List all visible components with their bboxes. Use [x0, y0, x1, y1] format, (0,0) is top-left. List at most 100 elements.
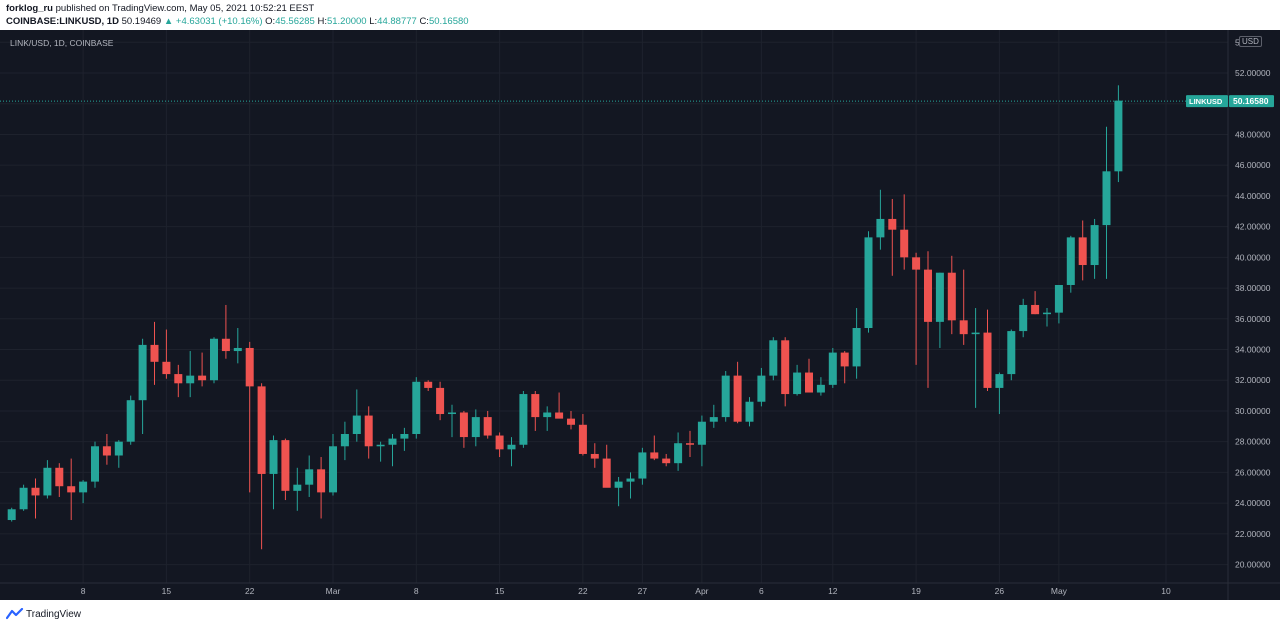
candle-body — [126, 400, 135, 442]
candle-body — [709, 417, 718, 422]
candle-body — [1114, 100, 1123, 172]
high-label: H: — [317, 16, 327, 27]
candle-body — [638, 452, 647, 479]
candle-body — [1102, 171, 1111, 226]
candle-body — [697, 421, 706, 445]
candle-body — [852, 328, 861, 367]
candle-body — [400, 433, 409, 439]
candle-body — [733, 375, 742, 422]
candle-body — [305, 469, 314, 485]
x-tick-label: 15 — [162, 586, 172, 596]
candle-body — [1031, 304, 1040, 315]
candle-body — [876, 218, 885, 238]
candle-body — [912, 257, 921, 270]
y-tick-label: 20.00000 — [1235, 560, 1271, 570]
chart-area[interactable]: 20.00000 22.00000 24.00000 26.00000 28.00000… — [0, 30, 1280, 600]
candle-body — [721, 375, 730, 418]
last-price-symbol-tag — [1186, 95, 1228, 108]
x-tick-label: 27 — [638, 586, 648, 596]
candle-body — [745, 401, 754, 422]
candle-body — [471, 417, 480, 438]
close-value: 50.16580 — [428, 16, 469, 27]
candle-body — [543, 412, 552, 418]
chart-legend: LINK/USD, 1D, COINBASE — [10, 38, 114, 48]
candle-body — [174, 374, 183, 384]
candle-body — [424, 381, 433, 388]
y-tick-label: 44.00000 — [1235, 191, 1271, 201]
candle-body — [1019, 304, 1028, 332]
y-tick-label: 32.00000 — [1235, 375, 1271, 385]
candle-body — [340, 433, 349, 447]
candle-body — [650, 452, 659, 459]
x-tick-label: 22 — [578, 586, 588, 596]
candle-body — [614, 481, 623, 488]
y-tick-label: 26.00000 — [1235, 467, 1271, 477]
candle-body — [828, 352, 837, 385]
candle-body — [602, 458, 611, 488]
candle-body — [793, 372, 802, 395]
candle-body — [531, 394, 540, 418]
close-label: C: — [419, 16, 429, 27]
candle-body — [245, 347, 254, 387]
candlestick-chart[interactable]: 20.00000 22.00000 24.00000 26.00000 28.00000… — [0, 30, 1280, 600]
tradingview-logo-icon[interactable] — [6, 608, 24, 620]
footer: TradingView — [0, 600, 1280, 628]
candle-body — [888, 218, 897, 230]
candle-body — [555, 412, 564, 419]
x-tick-label: 8 — [81, 586, 86, 596]
candle-body — [626, 478, 635, 482]
candle-body — [91, 446, 99, 482]
candle-body — [364, 415, 373, 447]
x-tick-label: Apr — [695, 586, 708, 596]
candle-body — [7, 509, 16, 521]
author-name[interactable]: forklog_ru — [6, 3, 53, 14]
candle-body — [459, 412, 468, 438]
y-tick-label: 46.00000 — [1235, 160, 1271, 170]
x-tick-label: 15 — [495, 586, 505, 596]
x-tick-label: 26 — [995, 586, 1005, 596]
y-tick-label: 24.00000 — [1235, 498, 1271, 508]
currency-tag[interactable]: USD — [1239, 36, 1262, 47]
candle-body — [19, 487, 28, 510]
y-tick-label: 38.00000 — [1235, 283, 1271, 293]
candle-body — [959, 320, 968, 335]
candle-body — [186, 375, 195, 384]
publish-info: published on TradingView.com, May 05, 20… — [55, 3, 315, 14]
candle-body — [686, 443, 694, 445]
candle-body — [281, 440, 290, 491]
ohlc-line: COINBASE:LINKUSD, 1D 50.19469 ▲ +4.63031… — [6, 16, 469, 27]
symbol-label: COINBASE:LINKUSD, 1D — [6, 16, 119, 27]
candle-body — [198, 375, 207, 381]
candle-body — [1090, 225, 1099, 266]
last-price-symbol: LINKUSD — [1189, 97, 1223, 106]
publish-header: forklog_ru published on TradingView.com,… — [0, 0, 1280, 30]
candle-body — [448, 412, 456, 415]
candle-body — [210, 338, 218, 381]
candle-body — [781, 340, 790, 395]
x-tick-label: 10 — [1161, 586, 1171, 596]
candle-body — [1054, 284, 1063, 313]
candle-body — [971, 332, 980, 335]
candle-body — [55, 467, 64, 487]
candle-body — [31, 487, 40, 496]
candle-body — [79, 481, 88, 493]
candle-body — [138, 344, 147, 401]
brand-name[interactable]: TradingView — [26, 609, 82, 620]
x-tick-label: 19 — [911, 586, 921, 596]
x-tick-label: Mar — [326, 586, 341, 596]
low-label: L: — [369, 16, 378, 27]
y-tick-label: 42.00000 — [1235, 222, 1271, 232]
candle-body — [221, 338, 230, 352]
candle-body — [840, 352, 849, 367]
candle-body — [388, 438, 397, 445]
candle-body — [293, 484, 302, 491]
y-tick-label: 22.00000 — [1235, 529, 1271, 539]
publish-line: forklog_ru published on TradingView.com,… — [6, 3, 314, 14]
candle-body — [983, 332, 992, 388]
y-tick-label: 48.00000 — [1235, 129, 1271, 139]
candle-body — [352, 415, 361, 434]
y-tick-label: 36.00000 — [1235, 314, 1271, 324]
candle-body — [257, 386, 266, 474]
low-value: 44.88777 — [377, 16, 417, 27]
candle-body — [102, 446, 111, 456]
